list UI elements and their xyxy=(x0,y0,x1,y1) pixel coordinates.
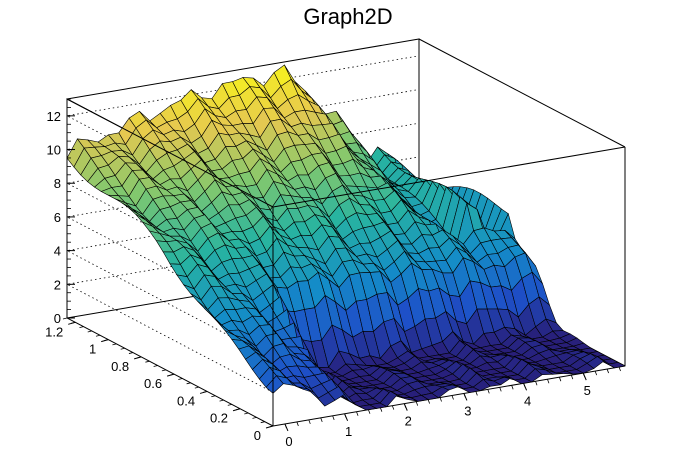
x-minor-tick xyxy=(415,401,419,406)
x-minor-tick xyxy=(368,409,371,414)
x-minor-tick xyxy=(427,399,430,404)
x-minor-tick xyxy=(308,419,311,425)
x-minor-tick xyxy=(570,375,574,380)
y-minor-tick xyxy=(104,339,109,341)
y-minor-tick xyxy=(186,382,191,385)
x-minor-tick xyxy=(594,370,598,376)
surface-cell xyxy=(606,362,626,369)
x-minor-tick xyxy=(618,366,621,372)
x-minor-tick xyxy=(463,393,466,398)
y-tick-label: 0.8 xyxy=(111,359,129,374)
y-minor-tick xyxy=(112,343,117,346)
x-tick-label: 1 xyxy=(345,424,352,439)
x-minor-tick xyxy=(332,415,335,420)
x-minor-tick xyxy=(403,403,407,408)
y-minor-tick xyxy=(235,408,241,411)
x-minor-tick xyxy=(344,413,347,418)
z-tick-label: 2 xyxy=(54,277,61,292)
z-tick-label: 10 xyxy=(47,143,61,158)
x-axis: 0 1 2 3 4 5 xyxy=(284,366,621,449)
z-grid-line xyxy=(65,190,420,359)
y-tick-label: 0.2 xyxy=(210,411,228,426)
x-tick-label: 0 xyxy=(285,434,292,449)
y-minor-tick xyxy=(244,412,249,415)
x-tick-label: 2 xyxy=(405,414,412,429)
z-axis: 0 2 4 6 8 10 12 xyxy=(47,98,75,326)
y-tick-label: 1.2 xyxy=(45,324,63,339)
y-minor-tick xyxy=(219,399,224,402)
x-minor-tick xyxy=(391,405,395,410)
y-tick-label: 0.4 xyxy=(177,393,195,408)
y-minor-tick xyxy=(252,416,257,419)
z-tick-label: 12 xyxy=(47,109,61,124)
y-tick-label: 0 xyxy=(254,428,261,443)
y-minor-tick xyxy=(202,391,208,393)
y-minor-tick xyxy=(227,404,232,406)
x-minor-tick xyxy=(558,377,562,382)
x-minor-tick xyxy=(499,387,502,392)
x-minor-tick xyxy=(356,411,359,416)
x-minor-tick xyxy=(523,383,526,388)
x-tick-label: 5 xyxy=(584,383,591,398)
x-minor-tick xyxy=(475,391,478,396)
y-minor-tick xyxy=(194,386,199,389)
z-grid-line xyxy=(65,223,420,393)
y-minor-tick xyxy=(87,330,92,333)
right-top-edge xyxy=(418,38,626,148)
y-minor-tick xyxy=(145,360,150,363)
floor-edge-front xyxy=(272,365,626,427)
y-minor-tick xyxy=(128,352,134,354)
y-minor-tick xyxy=(161,369,166,372)
y-minor-tick xyxy=(137,356,142,359)
x-minor-tick xyxy=(487,389,490,394)
left-top-edge xyxy=(66,98,274,208)
y-minor-tick xyxy=(268,425,274,428)
y-tick-label: 0.6 xyxy=(144,376,162,391)
x-tick-label: 4 xyxy=(524,393,531,408)
front-top-edge xyxy=(272,146,626,208)
z-tick-label: 6 xyxy=(54,210,61,225)
y-minor-tick xyxy=(95,334,101,337)
y-minor-tick xyxy=(62,317,68,320)
x-minor-tick xyxy=(511,385,514,390)
y-axis: 0 0.2 0.4 0.6 0.8 1 1.2 xyxy=(45,317,274,443)
x-minor-tick xyxy=(284,423,287,429)
x-minor-tick xyxy=(547,379,550,384)
x-minor-tick xyxy=(439,397,442,402)
y-minor-tick xyxy=(260,421,265,424)
y-minor-tick xyxy=(71,321,76,324)
z-tick-label: 4 xyxy=(54,244,61,259)
surface-mesh xyxy=(66,64,626,411)
x-minor-tick xyxy=(296,421,299,427)
y-tick-label: 1 xyxy=(89,342,96,357)
y-minor-tick xyxy=(153,365,158,367)
x-minor-tick xyxy=(535,381,538,386)
chart-title: Graph2D xyxy=(303,4,392,29)
front-frame xyxy=(66,38,626,426)
x-minor-tick xyxy=(320,417,323,423)
y-minor-tick xyxy=(170,373,175,376)
z-tick-label: 0 xyxy=(54,311,61,326)
z-tick-label: 8 xyxy=(54,176,61,191)
y-minor-tick xyxy=(79,326,84,329)
x-minor-tick xyxy=(451,395,454,400)
x-minor-tick xyxy=(380,407,383,412)
y-minor-tick xyxy=(120,347,125,350)
x-minor-tick xyxy=(606,368,609,374)
y-minor-tick xyxy=(211,395,216,398)
x-tick-label: 3 xyxy=(464,403,471,418)
y-minor-tick xyxy=(178,378,183,380)
x-minor-tick xyxy=(582,372,586,378)
